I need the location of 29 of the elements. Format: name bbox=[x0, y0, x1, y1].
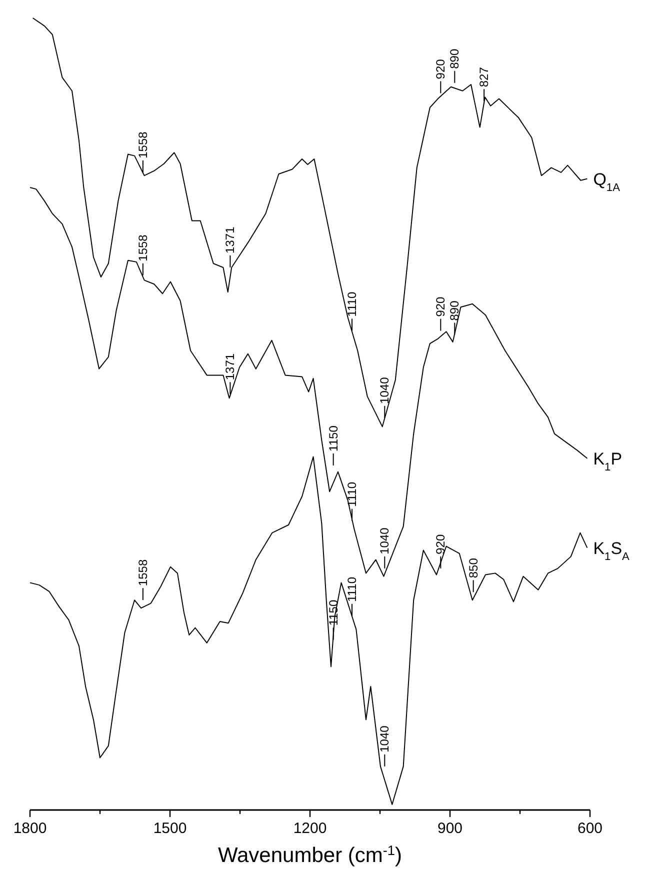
annotation: 1150 bbox=[326, 425, 340, 452]
series-label: K$_{1}$P bbox=[593, 449, 622, 474]
annotation: 1371 bbox=[223, 353, 238, 380]
annotation: 890 bbox=[448, 300, 462, 321]
annotation: 1371 bbox=[223, 226, 238, 254]
x-tick-label: 900 bbox=[437, 820, 463, 837]
series-label: Q$_{1A}$ bbox=[593, 170, 621, 194]
annotation: 890 bbox=[448, 48, 462, 69]
x-tick-label: 1200 bbox=[293, 820, 327, 837]
annotation: 1040 bbox=[378, 725, 392, 752]
x-tick-label: 1800 bbox=[13, 820, 47, 837]
annotation: 1558 bbox=[136, 559, 150, 586]
x-tick-label: 1500 bbox=[153, 820, 187, 837]
x-tick-label: 600 bbox=[577, 820, 603, 837]
annotation: 1110 bbox=[345, 576, 359, 602]
annotation: 1040 bbox=[378, 527, 392, 554]
annotation: 1558 bbox=[136, 234, 150, 262]
annotation: 920 bbox=[434, 58, 448, 80]
x-axis-title: Wavenumber (cm$^{-1}$) bbox=[218, 842, 402, 867]
annotation: 827 bbox=[477, 66, 492, 88]
annotation: 1110 bbox=[345, 482, 359, 507]
series-label: K$_{1}$S$_{A}$ bbox=[593, 538, 630, 563]
annotation: 1558 bbox=[136, 131, 150, 158]
annotation: 850 bbox=[466, 558, 480, 578]
annotation: 920 bbox=[434, 534, 448, 554]
annotation: 1150 bbox=[326, 600, 340, 626]
annotation: 920 bbox=[434, 296, 448, 317]
annotation: 1110 bbox=[345, 292, 359, 317]
annotation: 1040 bbox=[378, 376, 392, 404]
